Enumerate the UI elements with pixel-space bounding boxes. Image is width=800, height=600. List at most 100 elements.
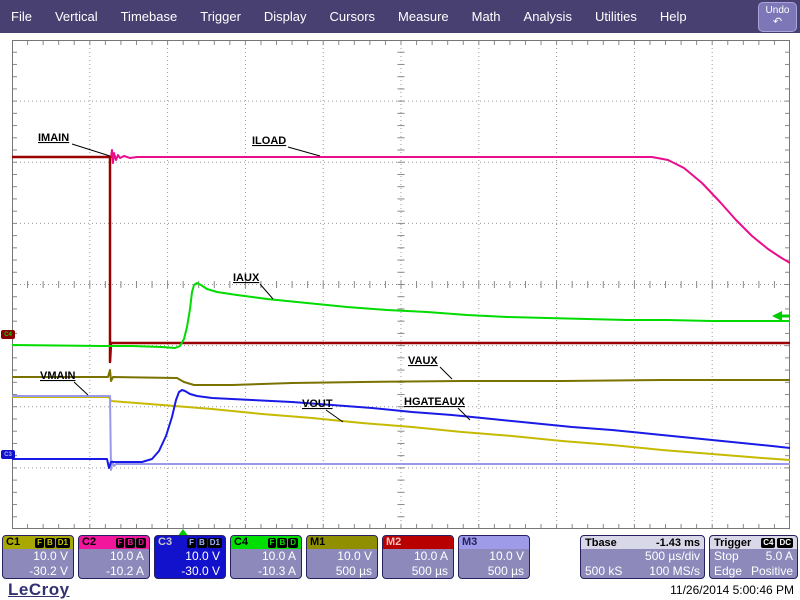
timebase-scale: 500 µs/div [645,549,700,563]
channel-badges: F B D1 [35,537,70,548]
channel-value-scale: 10.0 V [33,549,68,563]
menu-timebase[interactable]: Timebase [120,9,178,24]
channel-header-m1: M1 [307,536,377,549]
trace-annotation-pointer [287,146,321,157]
channel-header-m2: M2 [383,536,453,549]
trace-annotation-pointer [457,407,471,421]
trigger-badge-dc: DC [777,537,793,548]
trigger-header: Trigger C4 DC [710,536,797,549]
channel-header-c4: C4 F B D [231,536,301,549]
menu-bar-items: File Vertical Timebase Trigger Display Cursor… [0,0,800,33]
trigger-badges: C4 DC [759,537,793,548]
trace-annotation-hgateaux: HGATEAUX [404,396,466,408]
menu-file[interactable]: File [11,9,32,24]
channel-box-c2[interactable]: C2 F B D 10.0 A -10.2 A [78,535,150,579]
timebase-box[interactable]: Tbase -1.43 ms 500 µs/div 500 kS 100 MS/… [580,535,705,579]
graticule-border [12,40,790,529]
channel-value-scale: 10.0 V [337,549,372,563]
trace-annotation-vaux: VAUX [408,355,438,367]
menu-vertical[interactable]: Vertical [54,9,98,24]
trigger-mode-row: Stop 5.0 A [710,549,797,564]
timebase-sampling-row: 500 kS 100 MS/s [581,564,704,578]
timebase-offset: -1.43 ms [655,536,700,549]
waveform-display[interactable]: IMAIN ILOAD IAUX VAUX VMAIN VOUT HGATEAUX [10,40,792,529]
channel-header-c2: C2 F B D [79,536,149,549]
trigger-level-arrow[interactable] [772,311,782,321]
trigger-badge-c4: C4 [761,537,776,548]
channel-id-label: C3 [158,536,173,548]
menu-measure[interactable]: Measure [398,9,449,24]
trigger-slope: Positive [750,564,793,578]
channel-box-c4[interactable]: C4 F B D 10.0 A -10.3 A [230,535,302,579]
trace-hgateaux [11,389,791,469]
channel-box-m1[interactable]: M1 10.0 V 500 µs [306,535,378,579]
undo-arrow-icon: ↶ [772,16,783,28]
channel-header-c1: C1 F B D1 [3,536,73,549]
channel-box-m2[interactable]: M2 10.0 A 500 µs [382,535,454,579]
channel-box-m3[interactable]: M3 10.0 V 500 µs [458,535,530,579]
channel-header-m3: M3 [459,536,529,549]
channel-value-offset: 500 µs [411,564,448,578]
trace-annotation-pointer [259,283,274,300]
channel-value-scale: 10.0 A [413,549,448,563]
menu-cursors[interactable]: Cursors [329,9,376,24]
menu-help[interactable]: Help [659,9,687,24]
trace-annotation-imain: IMAIN [38,132,69,144]
channel-value-offset: -10.2 A [105,564,144,578]
channel-badge-b: B [277,537,288,548]
undo-button[interactable]: Undo ↶ [758,2,797,32]
descriptor-row: C1 F B D1 10.0 V -30.2 V C2 F B D 10.0 A -10.2 A C3 F… [0,535,800,581]
trigger-mode: Stop [714,549,739,563]
trace-annotation-vout: VOUT [302,398,333,410]
trigger-box[interactable]: Trigger C4 DC Stop 5.0 A Edge Positive [709,535,798,579]
trigger-position-marker[interactable] [177,529,189,537]
channel-value-scale: 10.0 A [109,549,144,563]
channel-box-c1[interactable]: C1 F B D1 10.0 V -30.2 V [2,535,74,579]
trace-vaux [11,369,791,386]
trace-iaux [11,282,791,349]
trace-vout [11,396,791,461]
edge-tag-c3[interactable]: C3 [1,450,15,459]
channel-badge-d: D [288,537,298,548]
channel-id-label: M3 [462,536,478,548]
channel-value-offset: 500 µs [335,564,372,578]
channel-value-offset: -30.2 V [29,564,68,578]
waveform-svg: IMAIN ILOAD IAUX VAUX VMAIN VOUT HGATEAUX [10,40,792,529]
trace-iload [11,149,791,264]
channel-id-label: C2 [82,536,97,548]
channel-badge-d1: D1 [207,537,222,548]
channel-badges: F B D1 [187,537,222,548]
channel-value-scale: 10.0 V [185,549,220,563]
trace-annotation-iaux: IAUX [233,272,260,284]
channel-value-offset: -10.3 A [257,564,296,578]
menu-analysis[interactable]: Analysis [523,9,572,24]
channel-badge-d: D [136,537,146,548]
channel-value-offset: -30.0 V [181,564,220,578]
channel-badge-b: B [125,537,136,548]
edge-tag-c4[interactable]: C4 [1,330,15,339]
channel-id-label: M2 [386,536,402,548]
menu-display[interactable]: Display [263,9,307,24]
timebase-rate: 100 MS/s [649,564,700,578]
channel-box-c3[interactable]: C3 F B D1 10.0 V -30.0 V [154,535,226,579]
channel-id-label: M1 [310,536,326,548]
menu-trigger[interactable]: Trigger [200,9,241,24]
channel-id-label: C4 [234,536,249,548]
trigger-type: Edge [714,564,743,578]
channel-badge-b: B [44,537,55,548]
channel-badge-d1: D1 [55,537,70,548]
channel-value-offset: 500 µs [487,564,524,578]
datetime-display: 11/26/2014 5:00:46 PM [670,583,794,597]
undo-button-label: Undo [765,5,790,16]
trigger-type-row: Edge Positive [710,564,797,578]
trace-annotation-pointer [73,381,89,396]
channel-badge-f: F [35,537,44,548]
trace-imain [10,155,792,364]
trace-annotation-vmain: VMAIN [40,370,76,382]
trigger-level: 5.0 A [765,549,793,563]
trace-annotation-pointer [439,366,453,380]
trigger-title: Trigger [714,536,752,549]
channel-value-scale: 10.0 A [261,549,296,563]
menu-math[interactable]: Math [471,9,501,24]
menu-utilities[interactable]: Utilities [594,9,637,24]
